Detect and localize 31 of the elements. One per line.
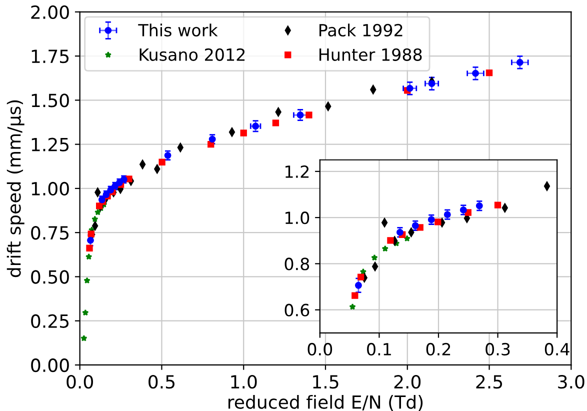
- y-tick-label: 1.0: [286, 212, 310, 224]
- y-tick-label: 1.50: [32, 94, 69, 108]
- legend-label: This work: [138, 24, 218, 36]
- y-tick-label: 0.75: [31, 226, 69, 240]
- y-tick-label: 0.25: [31, 314, 69, 328]
- y-tick-label: 0.00: [31, 358, 69, 372]
- x-tick-label: 1.5: [313, 375, 338, 389]
- y-tick-label: 2.00: [31, 5, 69, 20]
- x-tick-label: 0.3: [486, 342, 510, 356]
- x-tick-label: 0.2: [426, 342, 450, 356]
- x-tick-label: 2.5: [476, 375, 502, 389]
- y-axis-title: drift speed (mm/μs): [6, 100, 24, 278]
- x-axis-title: reduced field E/N (Td): [228, 394, 423, 411]
- y-tick-label: 1.2: [286, 165, 309, 178]
- y-tick-label: 0.8: [284, 258, 310, 270]
- x-tick-label: 0.1: [367, 342, 391, 356]
- x-tick-label: 1.0: [231, 375, 257, 389]
- x-tick-label: 3.0: [558, 375, 584, 389]
- y-tick-label: 1.25: [32, 138, 69, 152]
- x-tick-label: 0.0: [308, 342, 332, 356]
- legend-label: Hunter 1988: [319, 48, 422, 61]
- y-tick-label: 1.75: [32, 50, 69, 64]
- x-tick-label: 0.5: [148, 375, 174, 389]
- legend-label: Kusano 2012: [140, 48, 245, 61]
- x-tick-label: 0.0: [66, 375, 93, 389]
- y-tick-label: 1.00: [32, 182, 69, 196]
- y-tick-label: 0.50: [31, 270, 69, 284]
- x-tick-label: 2.0: [394, 375, 421, 389]
- legend-label: Pack 1992: [319, 24, 402, 36]
- y-tick-label: 0.6: [284, 304, 310, 316]
- x-tick-label: 0.4: [544, 342, 570, 356]
